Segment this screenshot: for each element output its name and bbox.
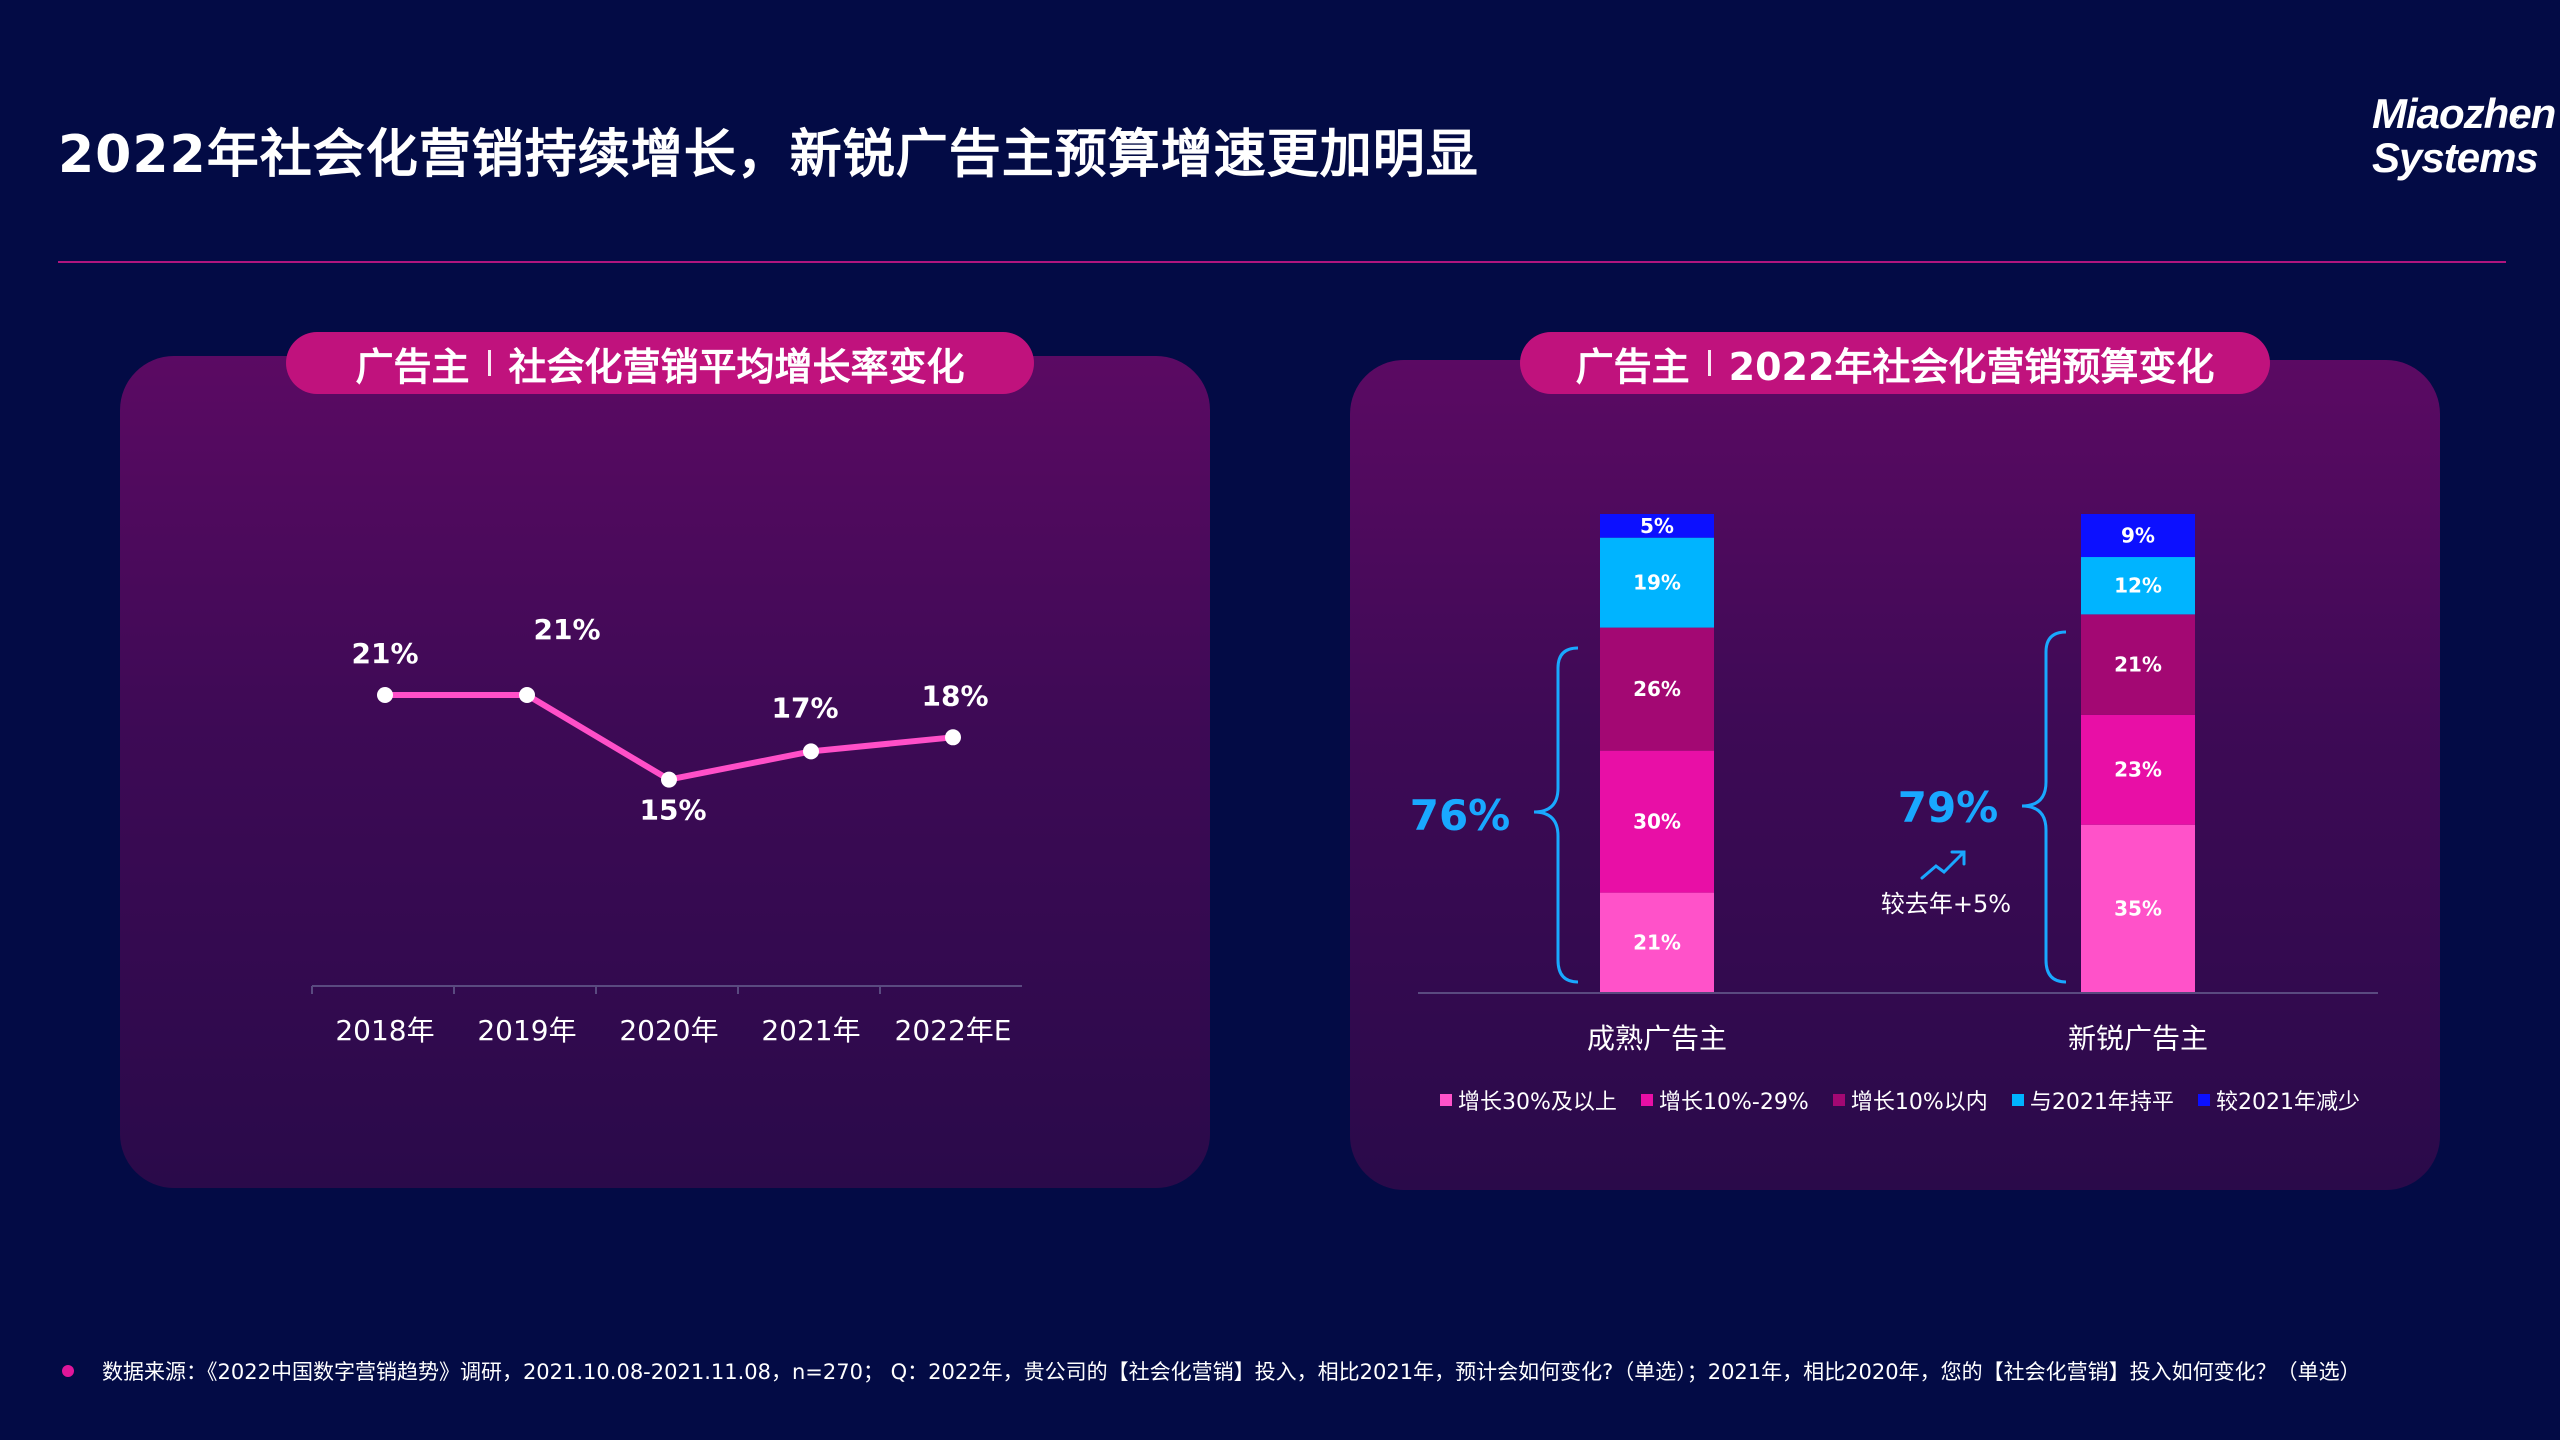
- legend-item: 与2021年持平: [2011, 1084, 2174, 1116]
- pill-title: 社会化营销平均增长率变化: [508, 344, 965, 389]
- trend-up-icon: [1920, 850, 1966, 880]
- page-title: 2022年社会化营销持续增长，新锐广告主预算增速更加明显: [58, 125, 1479, 185]
- bar-segment: [2081, 514, 2195, 558]
- category-label: 新锐广告主: [2068, 1022, 2208, 1055]
- bar-segment: [1600, 537, 1714, 628]
- stacked-bar-chart: 21% 30% 26% 19% 5% 成熟广告主 35% 23% 21% 12% 9% 新锐广告主: [1418, 514, 2378, 1055]
- legend-label: 较2021年减少: [2216, 1090, 2360, 1115]
- source-footnote: 数据来源：《2022中国数字营销趋势》调研，2021.10.08-2021.11…: [62, 1356, 2361, 1386]
- legend-label: 与2021年持平: [2029, 1090, 2174, 1115]
- pill-title: 2022年社会化营销预算变化: [1728, 344, 2215, 389]
- legend-label: 增长10%-29%: [1659, 1090, 1809, 1115]
- growth-rate-panel: [120, 356, 1210, 1188]
- legend-label: 增长30%及以上: [1458, 1090, 1617, 1115]
- line-chart: 2018年 2019年 2020年 2021年 2022年E 21% 21% 15% 17% 18…: [311, 613, 1022, 1047]
- segment-label: 19%: [1633, 571, 1681, 595]
- logo-line2: Systems: [2372, 134, 2539, 181]
- bar-segment: [2081, 714, 2195, 825]
- growth-rate-line: [385, 692, 954, 783]
- bar-segment: [1600, 750, 1714, 893]
- legend-swatch: [1641, 1094, 1654, 1106]
- pill-separator: [487, 350, 491, 376]
- budget-change-panel-header: 广告主 2022年社会化营销预算变化: [1520, 332, 2270, 394]
- segment-label: 23%: [2114, 758, 2162, 782]
- data-point: [803, 743, 819, 760]
- legend-swatch: [1832, 1094, 1845, 1106]
- x-tick-label: 2020年: [619, 1014, 718, 1047]
- legend-swatch: [2198, 1094, 2210, 1106]
- brace-value-mature: 76%: [1410, 791, 1511, 840]
- x-tick-label: 2021年: [761, 1014, 860, 1047]
- bar-segment: [2081, 614, 2195, 715]
- x-tick-label: 2022年E: [895, 1014, 1012, 1047]
- data-label: 18%: [921, 679, 988, 712]
- data-point: [661, 771, 677, 788]
- data-label: 17%: [771, 691, 838, 724]
- segment-label: 5%: [1640, 514, 1674, 538]
- pill-prefix: 广告主: [1575, 344, 1690, 389]
- data-label: 21%: [351, 637, 418, 670]
- brace-annotations: 76% 79% 较去年+5%: [1410, 630, 2067, 984]
- x-tick-label: 2018年: [335, 1014, 434, 1047]
- budget-change-panel: [1350, 360, 2440, 1190]
- yoy-note: 较去年+5%: [1881, 890, 2011, 918]
- brace-left: [1533, 646, 1579, 984]
- data-point: [945, 729, 961, 746]
- x-tick-label: 2019年: [477, 1014, 576, 1047]
- legend-item: 增长30%及以上: [1440, 1084, 1617, 1116]
- legend-item: 增长10%-29%: [1641, 1084, 1809, 1116]
- segment-label: 30%: [1633, 810, 1681, 834]
- segment-label: 12%: [2114, 574, 2162, 598]
- legend-label: 增长10%以内: [1850, 1090, 1988, 1115]
- segment-label: 35%: [2114, 896, 2162, 920]
- bar-segment: [2081, 557, 2195, 615]
- segment-label: 21%: [1633, 930, 1681, 954]
- bar-segment: [1600, 514, 1714, 538]
- brace-right: [2021, 630, 2067, 984]
- bar-segment: [1600, 627, 1714, 751]
- legend-swatch: [2011, 1094, 2024, 1106]
- bullet-icon: [62, 1365, 74, 1377]
- legend-item: 较2021年减少: [2198, 1084, 2360, 1116]
- bar-segment: [2081, 824, 2195, 992]
- growth-rate-panel-header: 广告主 社会化营销平均增长率变化: [286, 332, 1034, 394]
- bar-segment: [1600, 892, 1714, 992]
- segment-label: 21%: [2114, 653, 2162, 677]
- segment-label: 26%: [1633, 677, 1681, 701]
- category-label: 成熟广告主: [1587, 1022, 1727, 1055]
- pill-prefix: 广告主: [355, 344, 470, 389]
- data-point: [519, 687, 535, 703]
- legend-swatch: [1440, 1094, 1452, 1106]
- data-label: 21%: [533, 613, 600, 646]
- segment-label: 9%: [2121, 524, 2155, 548]
- footnote-text: 数据来源：《2022中国数字营销趋势》调研，2021.10.08-2021.11…: [102, 1360, 2361, 1384]
- data-point: [377, 687, 393, 703]
- title-divider: [58, 261, 2506, 263]
- logo-registered-mark: ®: [2510, 111, 2519, 125]
- data-label: 15%: [639, 794, 706, 827]
- pill-separator: [1707, 350, 1711, 376]
- legend-item: 增长10%以内: [1832, 1084, 1988, 1116]
- brace-value-new: 79%: [1898, 783, 1999, 832]
- bar-legend: 增长30%及以上 增长10%-29% 增长10%以内 与2021年持平 较2021年减少: [1440, 1084, 2360, 1116]
